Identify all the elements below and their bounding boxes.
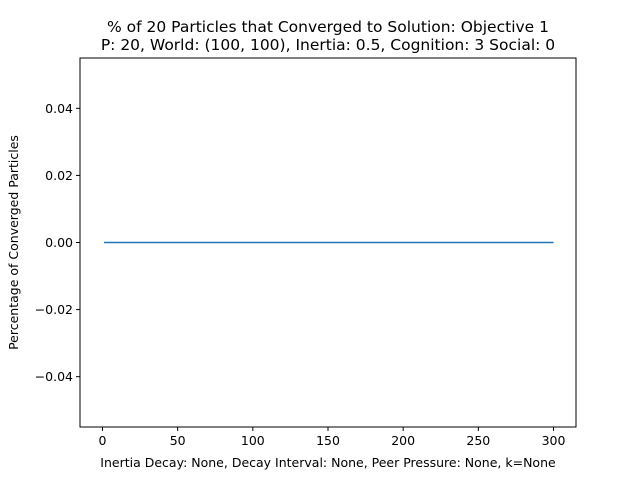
x-tick-label: 300 xyxy=(542,433,566,448)
x-tick-label: 50 xyxy=(170,433,186,448)
chart-title-line1: % of 20 Particles that Converged to Solu… xyxy=(107,18,549,36)
y-tick-label: −0.02 xyxy=(35,302,73,317)
y-tick-label: 0.04 xyxy=(45,101,73,116)
chart-title-line2: P: 20, World: (100, 100), Inertia: 0.5, … xyxy=(101,36,555,54)
x-tick-label: 0 xyxy=(99,433,107,448)
y-tick-label: 0.02 xyxy=(45,168,73,183)
axis-ticks: 0 50 100 150 200 250 300 −0.04 −0.02 0.00 0.02 0.04 xyxy=(35,101,566,448)
plot-frame xyxy=(79,57,577,428)
x-tick-label: 100 xyxy=(241,433,265,448)
y-axis-label: Percentage of Converged Particles xyxy=(6,135,21,350)
x-axis-label: Inertia Decay: None, Decay Interval: Non… xyxy=(100,455,556,470)
y-tick-label: −0.04 xyxy=(35,369,73,384)
x-tick-label: 250 xyxy=(466,433,490,448)
x-tick-label: 200 xyxy=(391,433,415,448)
x-tick-label: 150 xyxy=(316,433,340,448)
y-tick-label: 0.00 xyxy=(45,235,73,250)
